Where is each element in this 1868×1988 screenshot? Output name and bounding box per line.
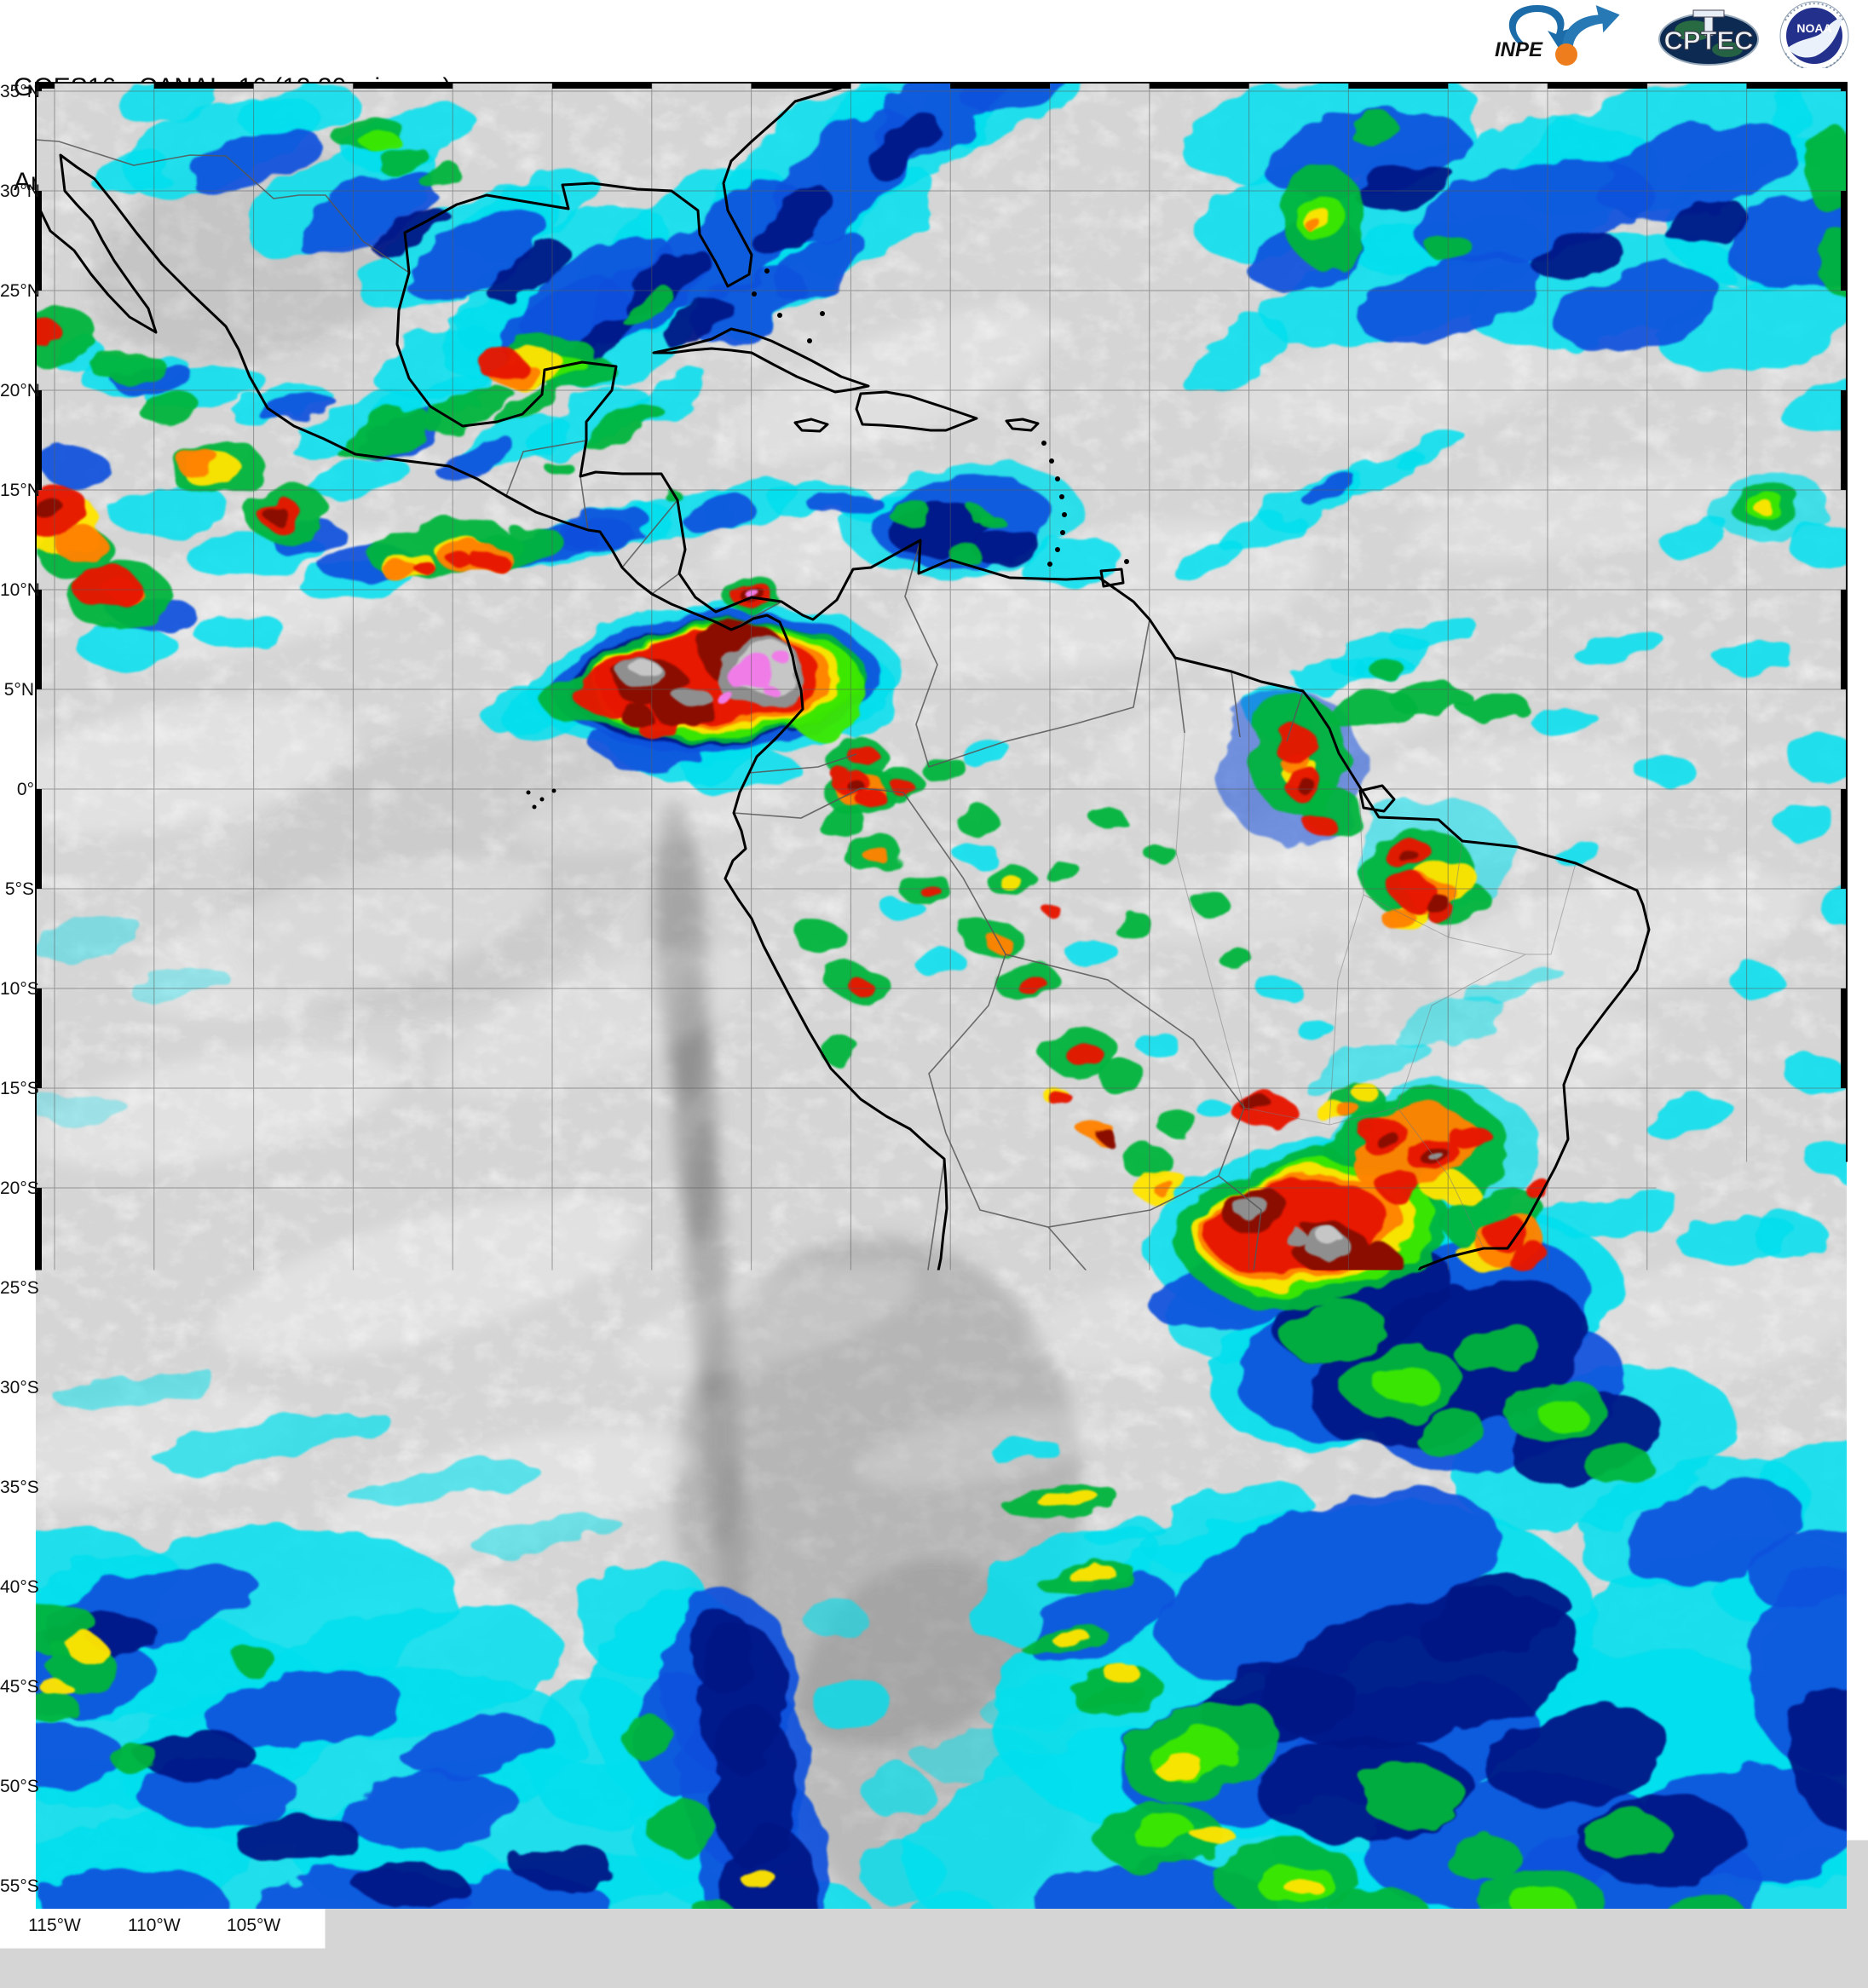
lat-label: 15°S (0, 1079, 34, 1099)
lon-label: 75°W (829, 1916, 873, 1936)
lon-label: 90°W (530, 1916, 574, 1936)
lat-label: 30°S (0, 1378, 34, 1398)
lat-label: 35°S (0, 1478, 34, 1498)
lat-label: 40°S (0, 1577, 34, 1598)
lon-label: 110°W (128, 1916, 181, 1936)
lat-label: 25°N (0, 281, 34, 302)
lon-label: 25°W (1825, 1916, 1868, 1936)
lat-label: 15°N (0, 481, 34, 501)
lon-label: 115°W (28, 1916, 81, 1936)
lat-label: 5°N (0, 680, 34, 700)
lat-label: 0° (0, 780, 34, 800)
lat-label: 25°S (0, 1278, 34, 1299)
lon-label: 35°W (1625, 1916, 1669, 1936)
lon-label: 65°W (1028, 1916, 1072, 1936)
satellite-map-canvas (0, 0, 1868, 1984)
lon-label: 105°W (227, 1916, 280, 1936)
lat-label: 50°S (0, 1777, 34, 1797)
goes16-satellite-page: { "header": { "title_line1": "GOES16 - C… (0, 0, 1868, 1984)
lat-label: 35°N (0, 82, 34, 102)
lon-label: 80°W (729, 1916, 774, 1936)
lat-label: 10°N (0, 580, 34, 601)
lon-label: 55°W (1227, 1916, 1271, 1936)
satellite-map: 35°N 30°N 25°N 20°N 15°N 10°N 5°N 0° 5°S 10°S 15°S… (0, 0, 1868, 1984)
lon-label: 100°W (326, 1916, 380, 1936)
lon-label: 85°W (630, 1916, 674, 1936)
lon-label: 70°W (928, 1916, 972, 1936)
lon-label: 40°W (1525, 1916, 1570, 1936)
lon-label: 50°W (1327, 1916, 1371, 1936)
lon-label: 60°W (1127, 1916, 1172, 1936)
temperature-colorbar (467, 1934, 1738, 1962)
lat-label: 20°S (0, 1178, 34, 1199)
lat-label: 10°S (0, 979, 34, 1000)
lon-label: 95°W (430, 1916, 475, 1936)
lon-label: 45°W (1426, 1916, 1470, 1936)
lat-label: 5°S (0, 879, 34, 900)
lon-label: 30°W (1725, 1916, 1769, 1936)
lat-label: 45°S (0, 1677, 34, 1697)
colorbar-unit: °C (1744, 1939, 1761, 1958)
lat-label: 55°S (0, 1876, 34, 1897)
lat-label: 30°N (0, 182, 34, 202)
lat-label: 20°N (0, 381, 34, 401)
